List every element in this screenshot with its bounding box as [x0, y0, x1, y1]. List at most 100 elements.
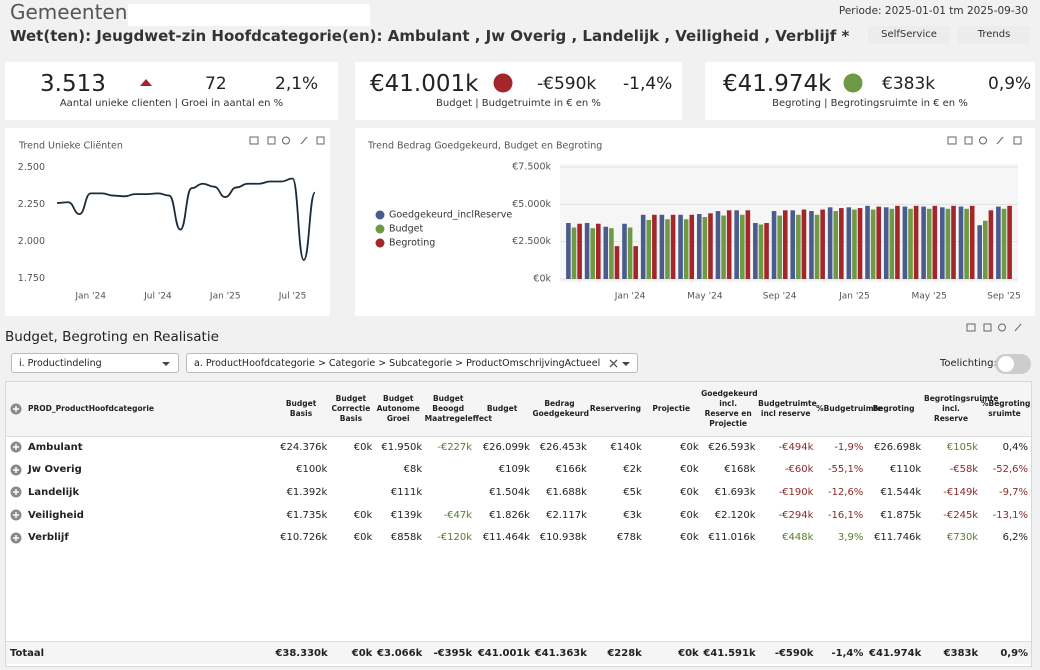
bar — [670, 214, 676, 279]
table-cell: €11.746k — [874, 532, 922, 544]
table-cell: €38.330k — [275, 647, 328, 659]
page-title: Gemeenten: — [10, 0, 135, 24]
chart-toolbar — [947, 136, 1022, 145]
table-cell: €26.698k — [874, 441, 922, 453]
table-cell: €1.693k — [714, 486, 756, 498]
selfservice-button[interactable]: SelfService — [868, 26, 950, 44]
column-header: PROD_ProductHoofdcategorie — [6, 403, 275, 415]
bar — [734, 210, 739, 279]
column-header: Projectie — [652, 404, 691, 413]
bar — [814, 214, 820, 279]
table-row: Veiligheid €1.735k €0k €139k -€47k €1.826k €2.… — [6, 504, 1031, 526]
kpi-label: Aantal unieke clienten | Groei in aantal… — [59, 98, 284, 109]
table-cell: €0k — [680, 441, 699, 453]
bar — [764, 223, 769, 279]
bar — [833, 211, 839, 279]
kpi-value: €41.001k — [370, 71, 479, 97]
bar — [895, 205, 900, 279]
x-tick-label: Jan '24 — [614, 292, 646, 302]
table-cell: €111k — [390, 486, 423, 498]
bar — [609, 228, 614, 279]
expand-icon — [10, 509, 22, 521]
bar — [745, 210, 751, 279]
bar — [940, 207, 945, 279]
bar — [777, 215, 782, 279]
x-tick-label: May '24 — [687, 292, 723, 302]
legend-label: Goedgekeurd_inclReserve — [389, 210, 512, 221]
table-cell: €0k — [353, 509, 373, 521]
expand-plus — [13, 406, 19, 412]
table-cell: €1.875k — [880, 509, 922, 521]
table-row: Verblijf €10.726k €0k €858k -€120k €11.464k €1… — [6, 527, 1031, 549]
table-cell: €448k — [782, 532, 814, 544]
bar — [820, 209, 825, 279]
legend-swatch — [375, 238, 385, 248]
toggle-label: Toelichting: — [940, 358, 997, 369]
legend-label: Begroting — [389, 238, 435, 249]
table-cell: €383k — [943, 647, 979, 659]
table-cell: €858k — [390, 532, 423, 544]
trends-button[interactable]: Trends — [958, 26, 1030, 44]
table-cell: €11.464k — [482, 532, 530, 544]
bar — [758, 224, 764, 279]
table-cell: €1.504k — [489, 486, 530, 498]
bar — [932, 205, 938, 279]
grouping-dropdown[interactable]: i. Productindeling — [11, 353, 179, 373]
hierarchy-dropdown[interactable]: a. ProductHoofdcategorie > Categorie > S… — [186, 353, 638, 373]
dropdown-controls — [609, 359, 630, 368]
line-series — [56, 177, 316, 261]
table-cell: €3.066k — [377, 647, 423, 659]
table-cell: €110k — [889, 464, 922, 476]
row-label: Veiligheid — [28, 509, 84, 521]
column-header: Begroting — [872, 404, 915, 413]
bar — [1001, 208, 1007, 279]
kpi-indicator — [140, 79, 152, 86]
bar — [584, 223, 590, 279]
kpi-indicator — [493, 73, 513, 93]
bar — [702, 217, 708, 279]
y-tick-label: €0k — [533, 274, 551, 285]
y-tick-label: 2.250 — [18, 199, 45, 210]
bar — [689, 214, 695, 279]
table-cell: €26.593k — [708, 441, 756, 453]
bar — [627, 227, 633, 279]
line-chart: Trend Unieke Cliënten 1.750 2.000 2.250 2.5… — [5, 128, 330, 316]
bar — [921, 206, 926, 279]
bar — [640, 214, 646, 279]
bar — [726, 210, 732, 279]
bar — [665, 219, 670, 279]
table-cell: €105k — [946, 441, 979, 453]
table-cell: 6,2% — [1002, 532, 1029, 544]
page-subtitle: Wet(ten): Jeugdwet-zin Hoofdcategorie(en… — [10, 27, 850, 45]
table-cell: €730k — [946, 532, 979, 544]
kpi-label: Budget | Budgetruimte in € en % — [436, 98, 601, 109]
kpi-card: €41.001k -€590k -1,4% Budget | Budgetrui… — [355, 62, 682, 120]
table-cell: -€120k — [437, 532, 473, 544]
legend-label: Budget — [389, 224, 423, 235]
column-header: Budget Basis — [285, 399, 317, 418]
indicator-shape — [140, 79, 152, 86]
y-tick-label: 1.750 — [18, 273, 45, 284]
table-cell: Verblijf — [6, 532, 275, 544]
bar — [678, 214, 683, 279]
kpi-value: 3.513 — [40, 71, 106, 97]
bar — [889, 208, 895, 279]
expand-plus — [13, 489, 19, 496]
x-tick-label: Jul '24 — [143, 292, 172, 302]
table-cell: €41.974k — [869, 647, 922, 659]
bar — [883, 207, 889, 279]
bar — [996, 206, 1001, 279]
bar — [633, 246, 638, 279]
bar — [876, 206, 882, 279]
bar — [913, 205, 919, 279]
x-tick-label: Jan '24 — [74, 292, 106, 302]
chart-title: Trend Unieke Cliënten — [18, 141, 123, 152]
table-cell: €0k — [680, 464, 699, 476]
table-cell: -13,1% — [992, 509, 1029, 521]
toggle[interactable] — [994, 353, 1032, 375]
bar — [908, 208, 913, 279]
bar — [983, 220, 988, 279]
expand-plus — [13, 512, 19, 519]
municipality-box — [128, 4, 370, 26]
bar — [771, 211, 777, 279]
